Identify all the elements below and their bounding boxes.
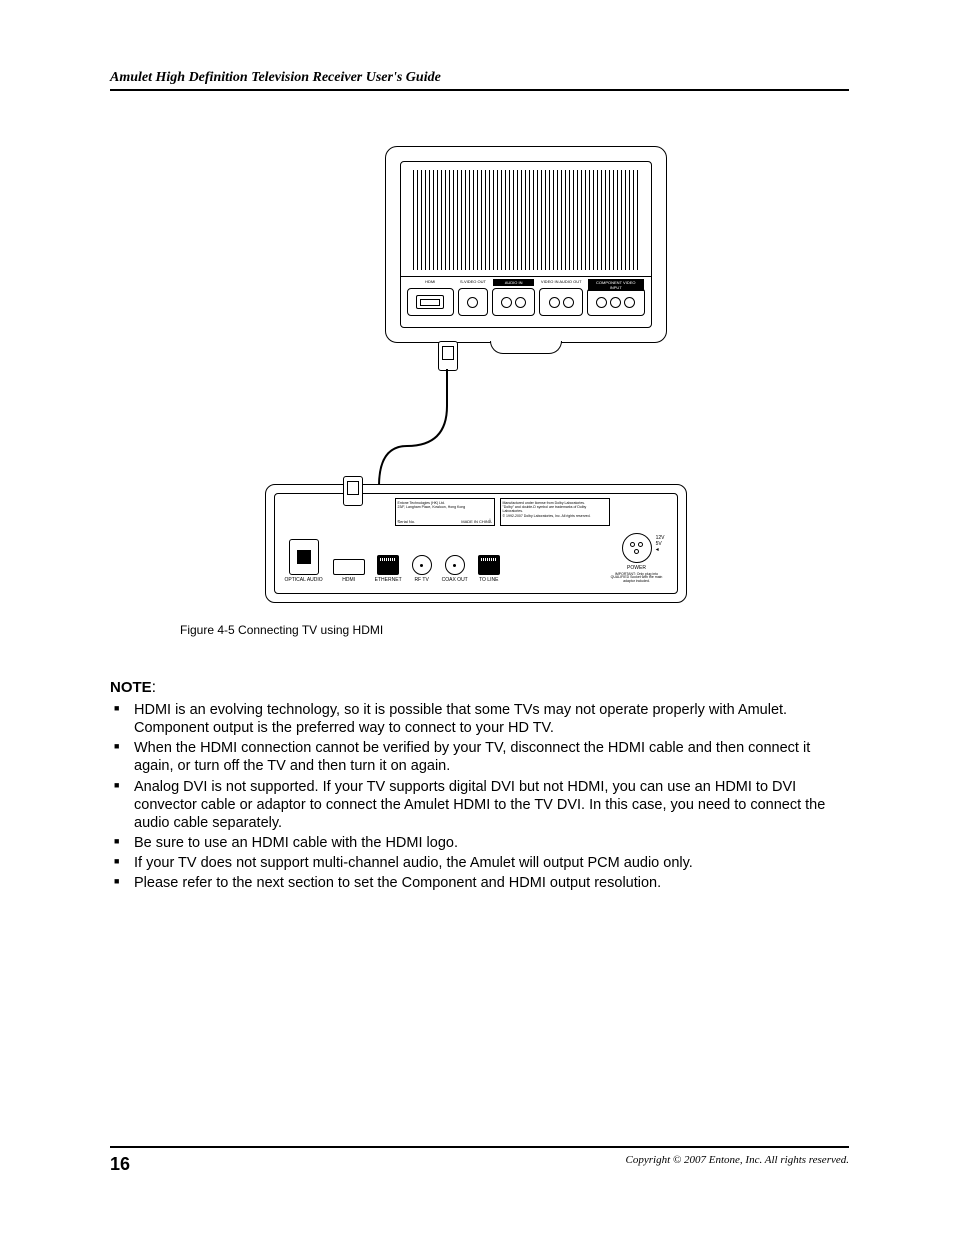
- receiver-ports-row: OPTICAL AUDIO HDMI ETHERNET RF TV: [285, 535, 667, 583]
- hdmi-port-shape: [416, 295, 444, 309]
- port-coax: COAX OUT: [442, 555, 468, 583]
- port-toline: TO LINE: [478, 555, 500, 583]
- note-item: Analog DVI is not supported. If your TV …: [134, 778, 849, 832]
- port-ethernet: ETHERNET: [375, 555, 402, 583]
- jack-icon: [610, 297, 621, 308]
- power-label: POWER: [627, 565, 646, 571]
- tv-audio-in-label: AUDIO IN: [493, 279, 535, 286]
- ethernet-port-shape: [377, 555, 399, 575]
- power-port-shape: [622, 533, 652, 563]
- tv-component: COMPONENT VIDEO INPUT: [587, 288, 644, 316]
- page-header: Amulet High Definition Television Receiv…: [110, 70, 849, 91]
- note-item: Be sure to use an HDMI cable with the HD…: [134, 834, 849, 852]
- info1-l2: 23/F, Langham Place, Kowloon, Hong Kong: [398, 505, 492, 509]
- ethernet-label: ETHERNET: [375, 577, 402, 583]
- tv-inner: HDMI S-VIDEO OUT AUDIO IN: [400, 161, 652, 328]
- port-optical: OPTICAL AUDIO: [285, 539, 323, 583]
- jack-icon: [515, 297, 526, 308]
- rftv-label: RF TV: [414, 577, 428, 583]
- info1-sn: Serial No.: [398, 520, 416, 525]
- note-colon: :: [152, 679, 156, 696]
- figure-caption: Figure 4-5 Connecting TV using HDMI: [180, 623, 849, 637]
- note-heading: NOTE: [110, 679, 152, 696]
- tv-video-audio: VIDEO IN AUDIO OUT: [539, 288, 583, 316]
- tv-hdmi-label: HDMI: [408, 279, 454, 284]
- tv-audio-in: AUDIO IN: [492, 288, 536, 316]
- connection-diagram: HDMI S-VIDEO OUT AUDIO IN: [265, 146, 695, 601]
- optical-port-shape: [289, 539, 319, 575]
- coax-label: COAX OUT: [442, 577, 468, 583]
- info2-l3: © 1992-2007 Dolby Laboratories, Inc. All…: [503, 514, 607, 518]
- tv-vent: [413, 170, 639, 270]
- receiver-outline: Entone Technologies (HK) Ltd. 23/F, Lang…: [265, 484, 687, 603]
- tv-stand: [490, 341, 562, 354]
- toline-label: TO LINE: [479, 577, 498, 583]
- copyright-text: Copyright © 2007 Entone, Inc. All rights…: [626, 1154, 849, 1166]
- port-power: POWER IMPORTANT: Only plug into QUALIFIE…: [607, 533, 667, 584]
- receiver-info-label-2: Manufactured under license from Dolby La…: [500, 498, 610, 526]
- diagram-area: HDMI S-VIDEO OUT AUDIO IN: [110, 146, 849, 601]
- port-hdmi: HDMI: [333, 559, 365, 583]
- note-item: If your TV does not support multi-channe…: [134, 854, 849, 872]
- tv-hdmi-port: HDMI: [407, 288, 455, 316]
- tv-component-label: COMPONENT VIDEO INPUT: [588, 279, 643, 291]
- tv-video-audio-label: VIDEO IN AUDIO OUT: [540, 279, 582, 284]
- jack-icon: [549, 297, 560, 308]
- jack-icon: [624, 297, 635, 308]
- receiver-info-label-1: Entone Technologies (HK) Ltd. 23/F, Lang…: [395, 498, 495, 526]
- receiver-inner: Entone Technologies (HK) Ltd. 23/F, Lang…: [274, 493, 678, 594]
- rj-port-shape: [478, 555, 500, 575]
- page-footer: 16 Copyright © 2007 Entone, Inc. All rig…: [110, 1146, 849, 1175]
- info2-l2: "Dolby" and double-D symbol are trademar…: [503, 505, 607, 513]
- jack-icon: [501, 297, 512, 308]
- tv-outline: HDMI S-VIDEO OUT AUDIO IN: [385, 146, 667, 343]
- jack-icon: [467, 297, 478, 308]
- jack-icon: [563, 297, 574, 308]
- port-rftv: RF TV: [412, 555, 432, 583]
- note-item: When the HDMI connection cannot be verif…: [134, 739, 849, 775]
- note-section: NOTE: HDMI is an evolving technology, so…: [110, 679, 849, 892]
- jack-icon: [596, 297, 607, 308]
- coax-port-shape: [412, 555, 432, 575]
- hdmi-plug-receiver-end: [343, 476, 363, 506]
- hdmi-label: HDMI: [342, 577, 355, 583]
- tv-svideo-port: S-VIDEO OUT: [458, 288, 488, 316]
- power-warning: IMPORTANT: Only plug into QUALIFIED Sock…: [607, 573, 667, 584]
- note-item: HDMI is an evolving technology, so it is…: [134, 701, 849, 737]
- info1-made: MADE IN CHINA: [461, 520, 491, 525]
- hdmi-port-shape: [333, 559, 365, 575]
- page-number: 16: [110, 1154, 130, 1175]
- note-item: Please refer to the next section to set …: [134, 874, 849, 892]
- tv-rear-panel: HDMI S-VIDEO OUT AUDIO IN: [401, 276, 651, 327]
- tv-svideo-label: S-VIDEO OUT: [459, 279, 487, 284]
- note-list: HDMI is an evolving technology, so it is…: [110, 701, 849, 892]
- optical-label: OPTICAL AUDIO: [285, 577, 323, 583]
- coax-port-shape: [445, 555, 465, 575]
